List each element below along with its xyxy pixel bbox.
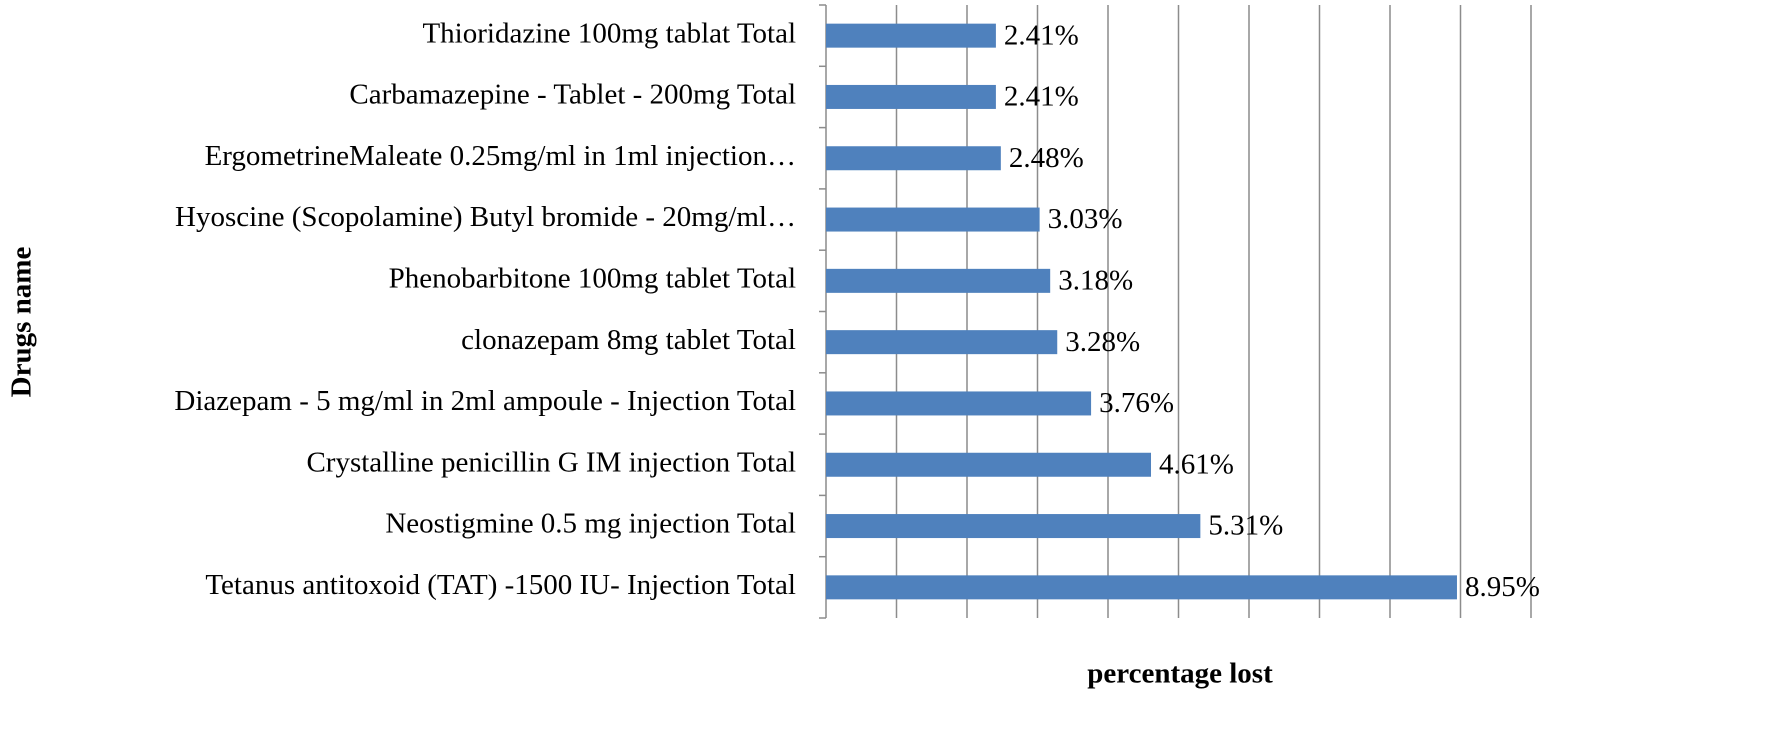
- y-tick-label: ErgometrineMaleate 0.25mg/ml in 1ml inje…: [205, 140, 796, 172]
- y-tick-label: Tetanus antitoxoid (TAT) -1500 IU- Injec…: [205, 569, 796, 601]
- bar: [826, 207, 1040, 232]
- value-label: 2.41%: [1004, 81, 1079, 113]
- y-tick-label: Thioridazine 100mg tablat Total: [422, 17, 796, 49]
- bar: [826, 575, 1457, 600]
- y-tick-label: Phenobarbitone 100mg tablet Total: [389, 263, 796, 295]
- value-label: 3.03%: [1048, 203, 1123, 235]
- bar: [826, 268, 1051, 293]
- value-label: 3.18%: [1058, 265, 1133, 297]
- value-label: 4.61%: [1159, 448, 1234, 480]
- bar: [826, 514, 1201, 539]
- value-label: 8.95%: [1465, 571, 1540, 603]
- value-label: 2.48%: [1009, 142, 1084, 174]
- bar: [826, 23, 996, 48]
- bar: [826, 391, 1092, 416]
- y-tick-label: Carbamazepine - Tablet - 200mg Total: [349, 79, 796, 111]
- x-axis-title: percentage lost: [1087, 658, 1273, 690]
- y-tick-label: Hyoscine (Scopolamine) Butyl bromide - 2…: [175, 201, 796, 233]
- y-tick-label: Neostigmine 0.5 mg injection Total: [385, 508, 796, 540]
- y-tick-label: Diazepam - 5 mg/ml in 2ml ampoule - Inje…: [174, 385, 796, 417]
- bar: [826, 84, 996, 109]
- y-tick-label: clonazepam 8mg tablet Total: [461, 324, 796, 356]
- bar: [826, 330, 1058, 355]
- y-tick-label: Crystalline penicillin G IM injection To…: [306, 446, 796, 478]
- bar: [826, 146, 1001, 171]
- bar: [826, 452, 1152, 477]
- value-label: 3.28%: [1065, 326, 1140, 358]
- y-axis-title: Drugs name: [6, 247, 38, 398]
- value-label: 3.76%: [1099, 387, 1174, 419]
- value-label: 5.31%: [1208, 510, 1283, 542]
- value-label: 2.41%: [1004, 19, 1079, 51]
